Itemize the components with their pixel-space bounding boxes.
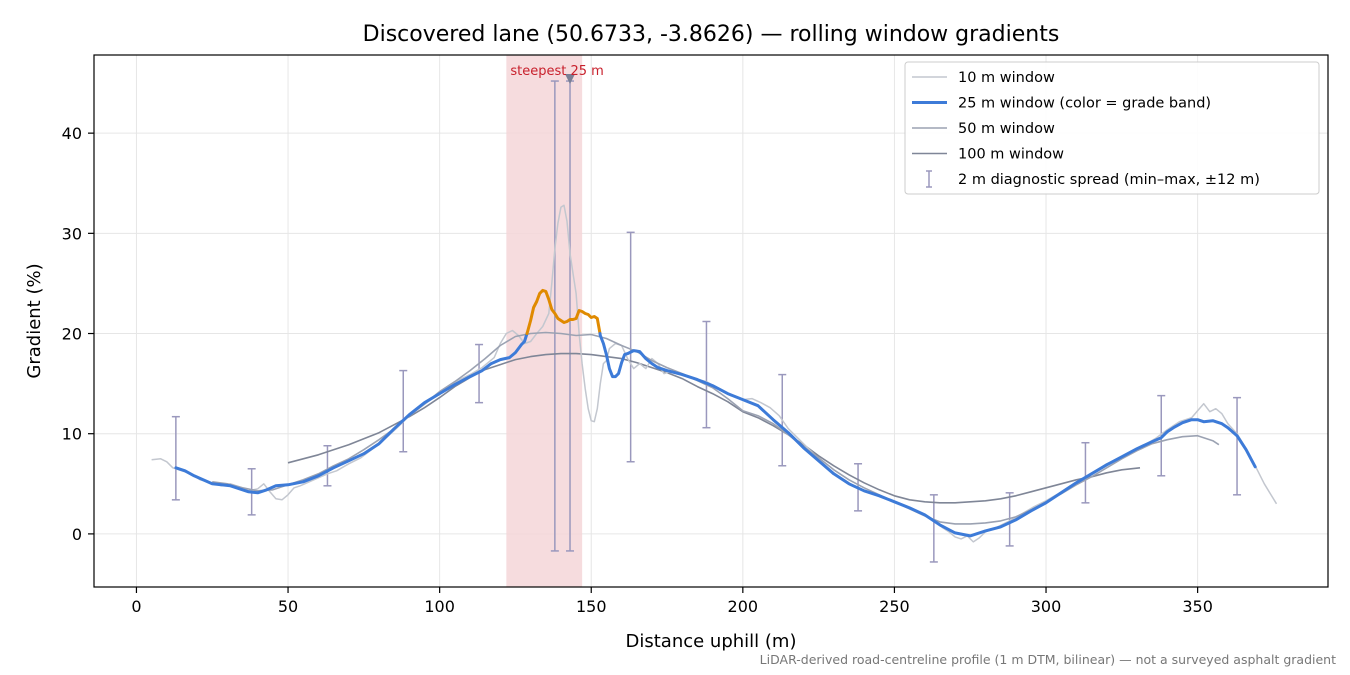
y-tick-label: 20: [62, 325, 82, 344]
errorbar: [1005, 492, 1014, 547]
y-axis-label: Gradient (%): [24, 263, 45, 378]
y-tick-label: 30: [62, 224, 82, 243]
legend-item-100m: 100 m window: [912, 147, 1064, 163]
x-tick-label: 0: [131, 597, 141, 616]
errorbar: [626, 231, 635, 463]
legend-item-spread: 2 m diagnostic spread (min–max, ±12 m): [926, 170, 1260, 188]
legend-item-25m: 25 m window (color = grade band): [912, 96, 1211, 112]
plot-area: steepest 25 m 0 50 100 150 200 250 300 350 0 10 20 3…: [62, 54, 1329, 616]
legend-label: 50 m window: [958, 121, 1055, 137]
errorbar: [399, 369, 408, 453]
x-tick-label: 50: [278, 597, 298, 616]
legend-box: [904, 61, 1320, 195]
series-25m-segment-blue: [174, 332, 529, 495]
y-tick-label: 40: [62, 124, 82, 143]
steepest-label: steepest 25 m: [510, 64, 603, 79]
series-10m-line: [151, 204, 1278, 543]
series-100m-line: [287, 352, 1141, 504]
x-tick-label: 250: [879, 597, 910, 616]
errorbar: [1233, 396, 1242, 496]
steepest-marker: [565, 74, 576, 85]
x-tick-label: 150: [576, 597, 607, 616]
x-tick-label: 350: [1182, 597, 1213, 616]
footnote: LiDAR-derived road-centreline profile (1…: [760, 652, 1336, 667]
series-25m-segment-orange: [525, 288, 602, 335]
legend-item-50m: 50 m window: [912, 121, 1055, 137]
errorbar: [1081, 441, 1090, 504]
x-tick-label: 200: [728, 597, 759, 616]
legend: 10 m window 25 m window (color = grade ba…: [904, 61, 1320, 195]
errorbar: [171, 415, 180, 501]
errorbar: [929, 494, 938, 563]
series-25m-segment-blue: [598, 332, 1257, 538]
x-tick-label: 100: [424, 597, 455, 616]
legend-label: 25 m window (color = grade band): [958, 96, 1211, 112]
plot-frame: [93, 54, 1329, 588]
chart-title: Discovered lane (50.6733, -3.8626) — rol…: [363, 22, 1060, 47]
y-tick-label: 10: [62, 425, 82, 444]
legend-item-10m: 10 m window: [912, 70, 1055, 86]
x-axis-label: Distance uphill (m): [626, 631, 797, 652]
x-tick-label: 300: [1031, 597, 1062, 616]
series-50m-line: [212, 331, 1220, 525]
legend-label: 100 m window: [958, 147, 1064, 163]
errorbar: [702, 320, 711, 429]
legend-label: 2 m diagnostic spread (min–max, ±12 m): [958, 172, 1260, 188]
y-tick-label: 0: [72, 525, 82, 544]
legend-label: 10 m window: [958, 70, 1055, 86]
